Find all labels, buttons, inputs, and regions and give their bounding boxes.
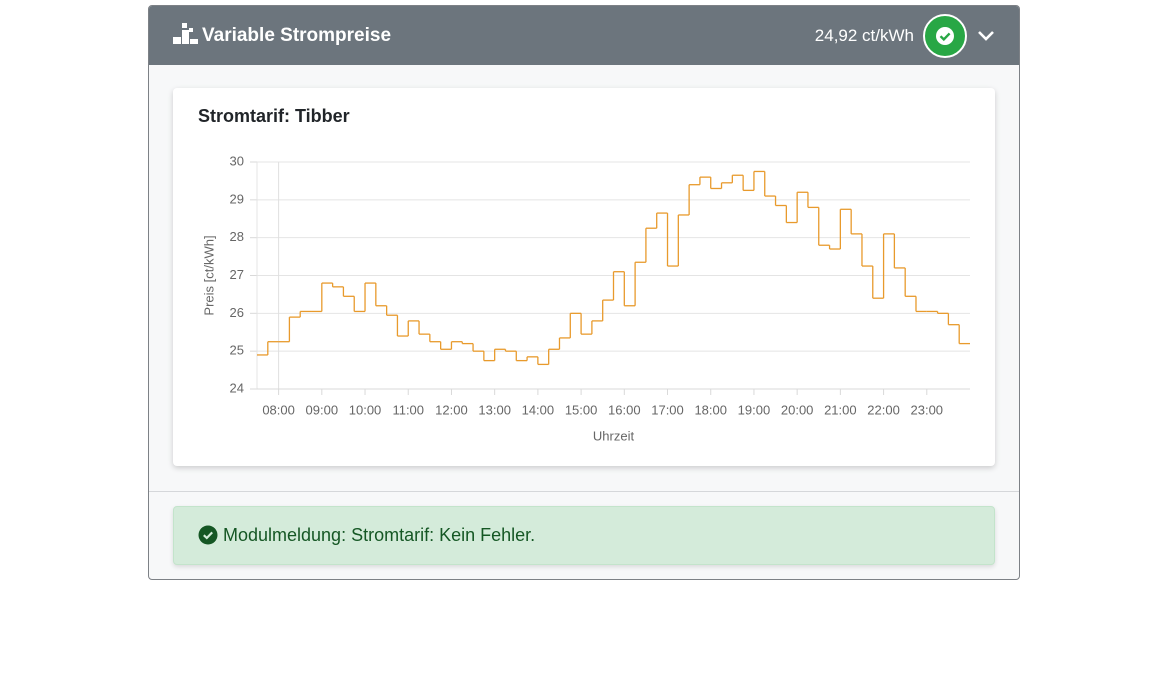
chart-card: Stromtarif: Tibber 24 25 26 27 28 29 30 08:00 09… xyxy=(173,88,995,466)
module-card: Variable Strompreise 24,92 ct/kWh Stromt… xyxy=(148,5,1020,580)
y-tick-label: 26 xyxy=(230,305,244,320)
header-price: 24,92 ct/kWh xyxy=(814,26,914,45)
y-tick-label: 28 xyxy=(230,229,244,244)
x-tick-label: 19:00 xyxy=(738,402,771,417)
chart: Stromtarif: Tibber 24 25 26 27 28 29 30 08:00 09… xyxy=(198,106,970,443)
collapse-chevron[interactable] xyxy=(978,31,994,41)
x-tick-label: 14:00 xyxy=(522,402,555,417)
x-tick-label: 08:00 xyxy=(262,402,295,417)
module-message: Modulmeldung: Stromtarif: Kein Fehler. xyxy=(173,506,995,565)
separator xyxy=(149,491,1019,492)
x-tick-label: 16:00 xyxy=(608,402,641,417)
x-tick-label: 17:00 xyxy=(651,402,684,417)
y-tick-label: 29 xyxy=(230,191,244,206)
x-tick-label: 13:00 xyxy=(478,402,511,417)
message-text: Modulmeldung: Stromtarif: Kein Fehler. xyxy=(223,525,536,545)
status-ok-icon xyxy=(923,14,967,58)
x-tick-label: 11:00 xyxy=(392,402,424,417)
x-tick-label: 18:00 xyxy=(694,402,727,417)
x-axis-title: Uhrzeit xyxy=(593,428,635,443)
x-tick-label: 22:00 xyxy=(867,402,900,417)
x-tick-label: 09:00 xyxy=(306,402,339,417)
x-tick-label: 15:00 xyxy=(565,402,598,417)
y-tick-label: 25 xyxy=(230,343,244,358)
x-tick-label: 21:00 xyxy=(824,402,857,417)
chart-icon xyxy=(173,23,198,44)
y-tick-label: 27 xyxy=(230,267,244,282)
header-icons xyxy=(173,14,994,58)
x-tick-label: 20:00 xyxy=(781,402,814,417)
card-header[interactable]: Variable Strompreise 24,92 ct/kWh xyxy=(149,6,1019,65)
x-tick-label: 23:00 xyxy=(911,402,944,417)
x-tick-label: 12:00 xyxy=(435,402,468,417)
header-title: Variable Strompreise xyxy=(202,25,392,46)
chart-title: Stromtarif: Tibber xyxy=(198,106,350,126)
message-icon xyxy=(198,525,218,545)
y-tick-label: 24 xyxy=(230,380,244,395)
y-tick-label: 30 xyxy=(230,153,244,168)
y-axis-title: Preis [ct/kWh] xyxy=(201,235,216,315)
x-tick-label: 10:00 xyxy=(349,402,382,417)
